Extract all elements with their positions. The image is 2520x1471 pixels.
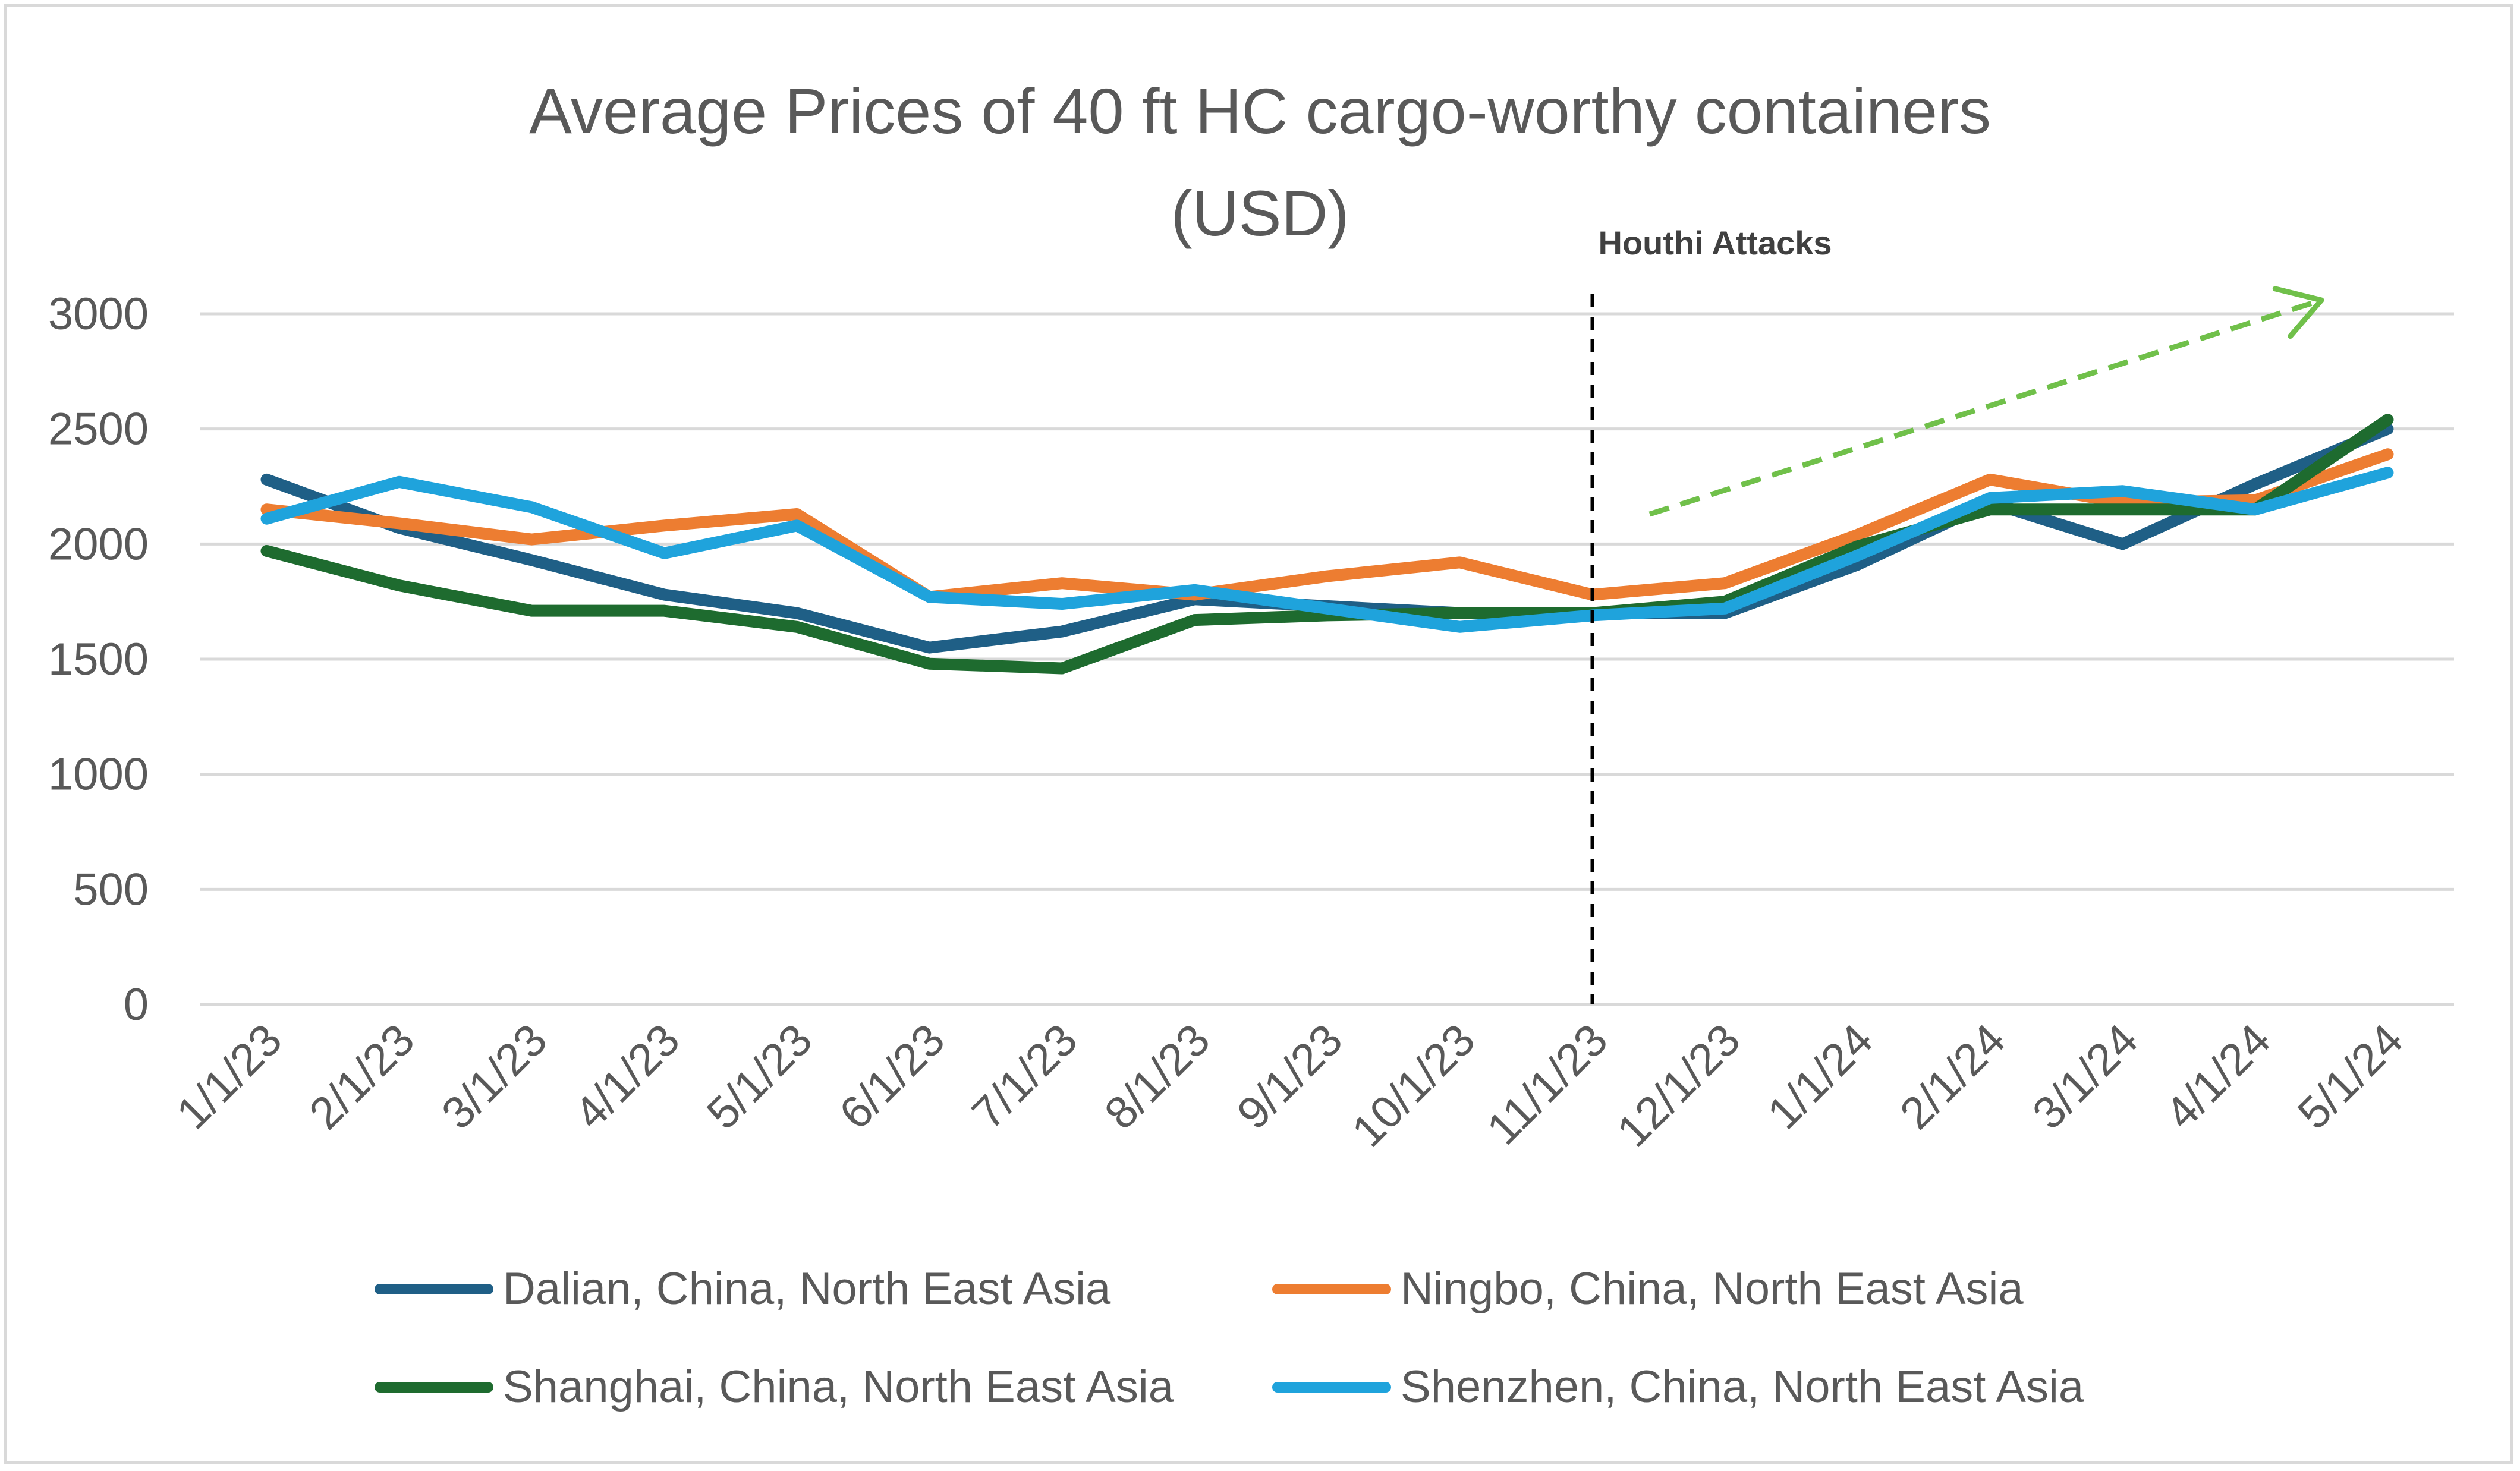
houthi-attacks-label: Houthi Attacks	[1599, 224, 1832, 262]
y-tick-label: 1500	[48, 634, 149, 685]
x-tick-label: 5/1/24	[2288, 1015, 2413, 1139]
y-tick-label: 0	[124, 979, 149, 1030]
x-tick-label: 5/1/23	[697, 1015, 822, 1139]
x-tick-label: 7/1/23	[962, 1015, 1087, 1139]
chart-frame	[4, 4, 2513, 1464]
trend-arrow-head	[2272, 286, 2324, 339]
legend-label-dalian: Dalian, China, North East Asia	[503, 1264, 1111, 1314]
trend-arrow-shaft	[1648, 297, 2323, 517]
legend-swatch-ningbo	[1272, 1283, 1391, 1294]
legend-swatch-shanghai	[375, 1381, 493, 1393]
x-tick-label: 1/1/24	[1758, 1015, 1883, 1139]
y-tick-label: 2000	[48, 519, 149, 569]
legend-label-shanghai: Shanghai, China, North East Asia	[503, 1362, 1174, 1412]
x-tick-label: 3/1/24	[2023, 1015, 2148, 1139]
y-tick-label: 3000	[48, 289, 149, 339]
legend-swatch-dalian	[375, 1283, 493, 1294]
series-line-2	[260, 414, 2394, 675]
legend-label-ningbo: Ningbo, China, North East Asia	[1401, 1264, 2024, 1314]
y-tick-label: 2500	[48, 404, 149, 455]
series-line-3	[260, 467, 2394, 633]
x-tick-label: 2/1/23	[300, 1015, 424, 1139]
x-tick-label: 1/1/23	[167, 1015, 292, 1139]
x-tick-label: 8/1/23	[1095, 1015, 1220, 1139]
x-tick-label: 9/1/23	[1228, 1015, 1352, 1139]
x-tick-label: 4/1/24	[2156, 1015, 2280, 1139]
x-tick-label: 3/1/23	[432, 1015, 557, 1139]
legend-label-shenzhen: Shenzhen, China, North East Asia	[1401, 1362, 2084, 1412]
legend-item-ningbo: Ningbo, China, North East Asia	[1272, 1263, 2024, 1315]
x-tick-label: 12/1/23	[1607, 1015, 1750, 1157]
x-tick-label: 4/1/23	[565, 1015, 690, 1139]
legend-item-dalian: Dalian, China, North East Asia	[375, 1263, 1110, 1315]
legend-swatch-shenzhen	[1272, 1381, 1391, 1393]
legend-item-shenzhen: Shenzhen, China, North East Asia	[1272, 1361, 2084, 1413]
x-tick-label: 10/1/23	[1342, 1015, 1484, 1157]
x-tick-label: 6/1/23	[830, 1015, 955, 1139]
chart-title: Average Prices of 40 ft HC cargo-worthy …	[528, 75, 1992, 147]
y-tick-label: 500	[73, 864, 149, 915]
y-tick-label: 1000	[48, 749, 149, 800]
x-tick-label: 11/1/23	[1477, 1015, 1617, 1154]
series-line-1	[260, 448, 2394, 603]
legend-item-shanghai: Shanghai, China, North East Asia	[375, 1361, 1174, 1413]
x-tick-label: 2/1/24	[1890, 1015, 2015, 1139]
chart-subtitle: (USD)	[1171, 177, 1349, 249]
